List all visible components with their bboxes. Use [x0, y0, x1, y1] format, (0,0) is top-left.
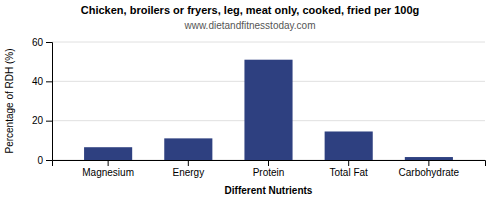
tick-mark: [46, 42, 52, 43]
tick-label: 40: [32, 76, 44, 87]
tick: 40: [32, 76, 52, 87]
bar: [244, 60, 292, 160]
title: Chicken, broilers or fryers, leg, meat o…: [81, 4, 419, 16]
bar: [84, 147, 132, 160]
tick: Magnesium: [82, 160, 134, 178]
tick-label: Magnesium: [82, 167, 134, 178]
x-axis-title: Different Nutrients: [225, 185, 313, 196]
tick-label: Energy: [172, 167, 204, 178]
tick: Energy: [172, 160, 204, 178]
axis-domain: [53, 161, 486, 167]
tick: 20: [32, 115, 52, 126]
tick: 0: [37, 155, 52, 166]
tick-label: 60: [32, 37, 44, 48]
tick-mark: [46, 160, 52, 161]
tick: Carbohydrate: [399, 160, 460, 178]
subtitle: www.dietandfitnesstoday.com: [184, 20, 316, 31]
tick-mark: [428, 160, 429, 166]
tick-label: Total Fat: [330, 167, 369, 178]
chart: Chicken, broilers or fryers, leg, meat o…: [0, 0, 500, 200]
bar: [405, 157, 453, 160]
tick-mark: [188, 160, 189, 166]
tick-mark: [46, 81, 52, 82]
tick-mark: [46, 121, 52, 122]
x-axis: Magnesium Energy Protein Total Fat Carbohydr…: [53, 160, 486, 178]
axis-domain: [46, 43, 53, 161]
bar: [164, 138, 212, 160]
grid: [52, 42, 485, 160]
tick-label: Protein: [253, 167, 285, 178]
tick: Protein: [253, 160, 285, 178]
plot: Magnesium Energy Protein Total Fat Carbohydr…: [32, 37, 486, 178]
tick-mark: [268, 160, 269, 166]
bars: [84, 60, 453, 160]
tick-mark: [108, 160, 109, 166]
bar: [325, 131, 373, 160]
tick-label: 0: [37, 155, 43, 166]
y-axis: 0 20 40 60: [32, 37, 53, 166]
tick: Total Fat: [330, 160, 369, 178]
tick-mark: [348, 160, 349, 166]
y-axis-title: Percentage of RDH (%): [4, 48, 15, 153]
tick-label: Carbohydrate: [399, 167, 460, 178]
tick-label: 20: [32, 115, 44, 126]
tick: 60: [32, 37, 52, 48]
grid-line: [52, 42, 485, 43]
